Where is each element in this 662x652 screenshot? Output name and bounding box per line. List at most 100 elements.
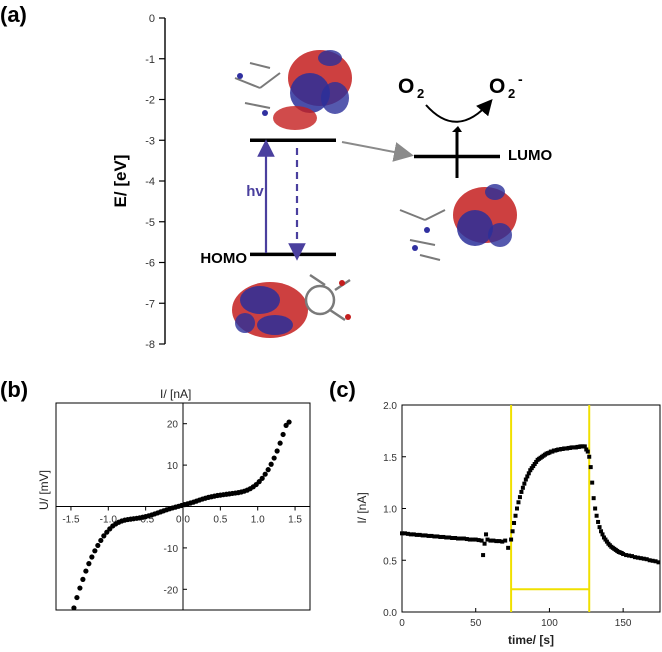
panel-b-x-tick-label: 0.0 [176, 515, 190, 526]
panel-c-point [473, 537, 478, 542]
o2-reactant: O 2 [398, 75, 424, 101]
panel-c-point [585, 449, 590, 454]
panel-c-point [470, 537, 475, 542]
panel-b-point [83, 568, 89, 574]
panel-b-point [271, 455, 277, 461]
panel-c-point [522, 481, 527, 486]
homo-label: HOMO [200, 250, 247, 267]
panel-b-point [277, 440, 283, 446]
panel-a-tick-label: -5 [145, 217, 155, 229]
panel-c-point [644, 557, 649, 562]
panel-b-y-tick-label: -20 [164, 585, 179, 596]
panel-b-x-tick-label: 1.0 [251, 515, 265, 526]
panel-b-x-tick-label: 1.5 [288, 515, 302, 526]
panel-b-point [262, 471, 268, 477]
panel-c-y-label: I/ [nA] [355, 492, 369, 523]
panel-c-point [588, 465, 593, 470]
panel-c-point [514, 506, 519, 511]
panel-a-tick-label: -7 [145, 298, 155, 310]
panel-c-x-tick-label: 150 [615, 618, 632, 629]
svg-text:2: 2 [508, 86, 515, 101]
svg-text:-: - [518, 71, 523, 87]
panel-c-point [476, 538, 481, 543]
panel-c-point [647, 558, 652, 563]
panel-b-point [104, 529, 110, 535]
panel-b-point [80, 576, 86, 582]
panel-c-point [638, 556, 643, 561]
panel-a-y-label: E/ [eV] [111, 155, 130, 208]
panel-c-light-markers [510, 405, 591, 612]
panel-c-point [408, 532, 413, 537]
panel-c-point [591, 496, 596, 501]
lumo-label: LUMO [508, 147, 552, 164]
panel-c-point [534, 459, 539, 464]
panel-b-point [256, 479, 262, 485]
panel-c-ticks: 0 50 100 150 0.0 0.5 1.0 1.5 2.0 [383, 401, 632, 629]
panel-b-point [98, 537, 104, 544]
panel-b: (b) -1.5 -1.0 -0.5 0.0 0.5 1.0 1.5 20 10 -10 -20 I… [0, 377, 311, 611]
panel-c-point [509, 537, 514, 542]
panel-c-y-tick-label: 1.0 [383, 505, 397, 516]
panel-c-point [414, 532, 419, 537]
panel-c-x-tick-label: 50 [470, 618, 482, 629]
panel-c-point [510, 529, 515, 534]
panel-c-point [513, 513, 518, 518]
panel-c-point [429, 533, 434, 538]
panel-c-point [484, 532, 489, 537]
panel-c-point [482, 541, 487, 546]
panel-c-point [458, 536, 463, 541]
panel-b-y-tick-label: -10 [164, 544, 179, 555]
panel-c-point [604, 539, 609, 544]
panel-c-point [582, 444, 587, 449]
panel-c-point [432, 534, 437, 539]
panel-c-point [600, 532, 605, 537]
panel-c-point [587, 454, 592, 459]
panel-b-point [71, 605, 77, 611]
panel-c-point [456, 536, 461, 541]
panel-c-point [402, 531, 407, 536]
panel-b-label: (b) [0, 377, 28, 402]
panel-a-tick-label: -2 [145, 95, 155, 107]
panel-c-y-tick-label: 1.5 [383, 453, 397, 464]
panel-c-point [512, 520, 517, 525]
panel-c-point [627, 553, 632, 558]
panel-c-point [481, 553, 486, 558]
panel-c-point [650, 558, 655, 563]
panel-c-point [590, 480, 595, 485]
panel-c-point [450, 535, 455, 540]
panel-b-series [71, 419, 292, 611]
panel-c-point [597, 525, 602, 530]
hv-label: hv [246, 183, 264, 200]
panel-c-x-tick-label: 0 [399, 618, 405, 629]
panel-b-point [280, 431, 286, 438]
panel-c-point [494, 539, 499, 544]
panel-c-point [603, 537, 608, 542]
panel-c-point [420, 533, 425, 538]
reaction-arrow-tip [452, 126, 462, 132]
panel-a-tick-label: -6 [145, 258, 155, 270]
panel-c-point [520, 485, 525, 490]
panel-b-point [74, 594, 80, 601]
molecule-orbital-top [234, 50, 352, 130]
panel-c-point [485, 537, 490, 542]
panel-c-point [488, 538, 493, 543]
panel-b-point [77, 585, 83, 591]
panel-b-x-tick-label: -0.5 [137, 515, 155, 526]
panel-a-tick-label: -3 [145, 135, 155, 147]
panel-a-tick-label: -8 [145, 339, 155, 351]
panel-c-point [500, 539, 505, 544]
panel-b-point [101, 533, 107, 539]
panel-b-point [86, 561, 92, 567]
panel-c-point [653, 559, 658, 564]
panel-b-point [286, 419, 292, 425]
panel-c-point [441, 534, 446, 539]
molecule-orbital-right [399, 184, 517, 261]
panel-c-point [497, 539, 502, 544]
panel-a-label: (a) [0, 2, 27, 27]
panel-c-point [594, 513, 599, 518]
panel-c-point [596, 519, 601, 524]
panel-c-point [632, 555, 637, 560]
panel-c-point [635, 555, 640, 560]
panel-b-point [283, 422, 289, 428]
